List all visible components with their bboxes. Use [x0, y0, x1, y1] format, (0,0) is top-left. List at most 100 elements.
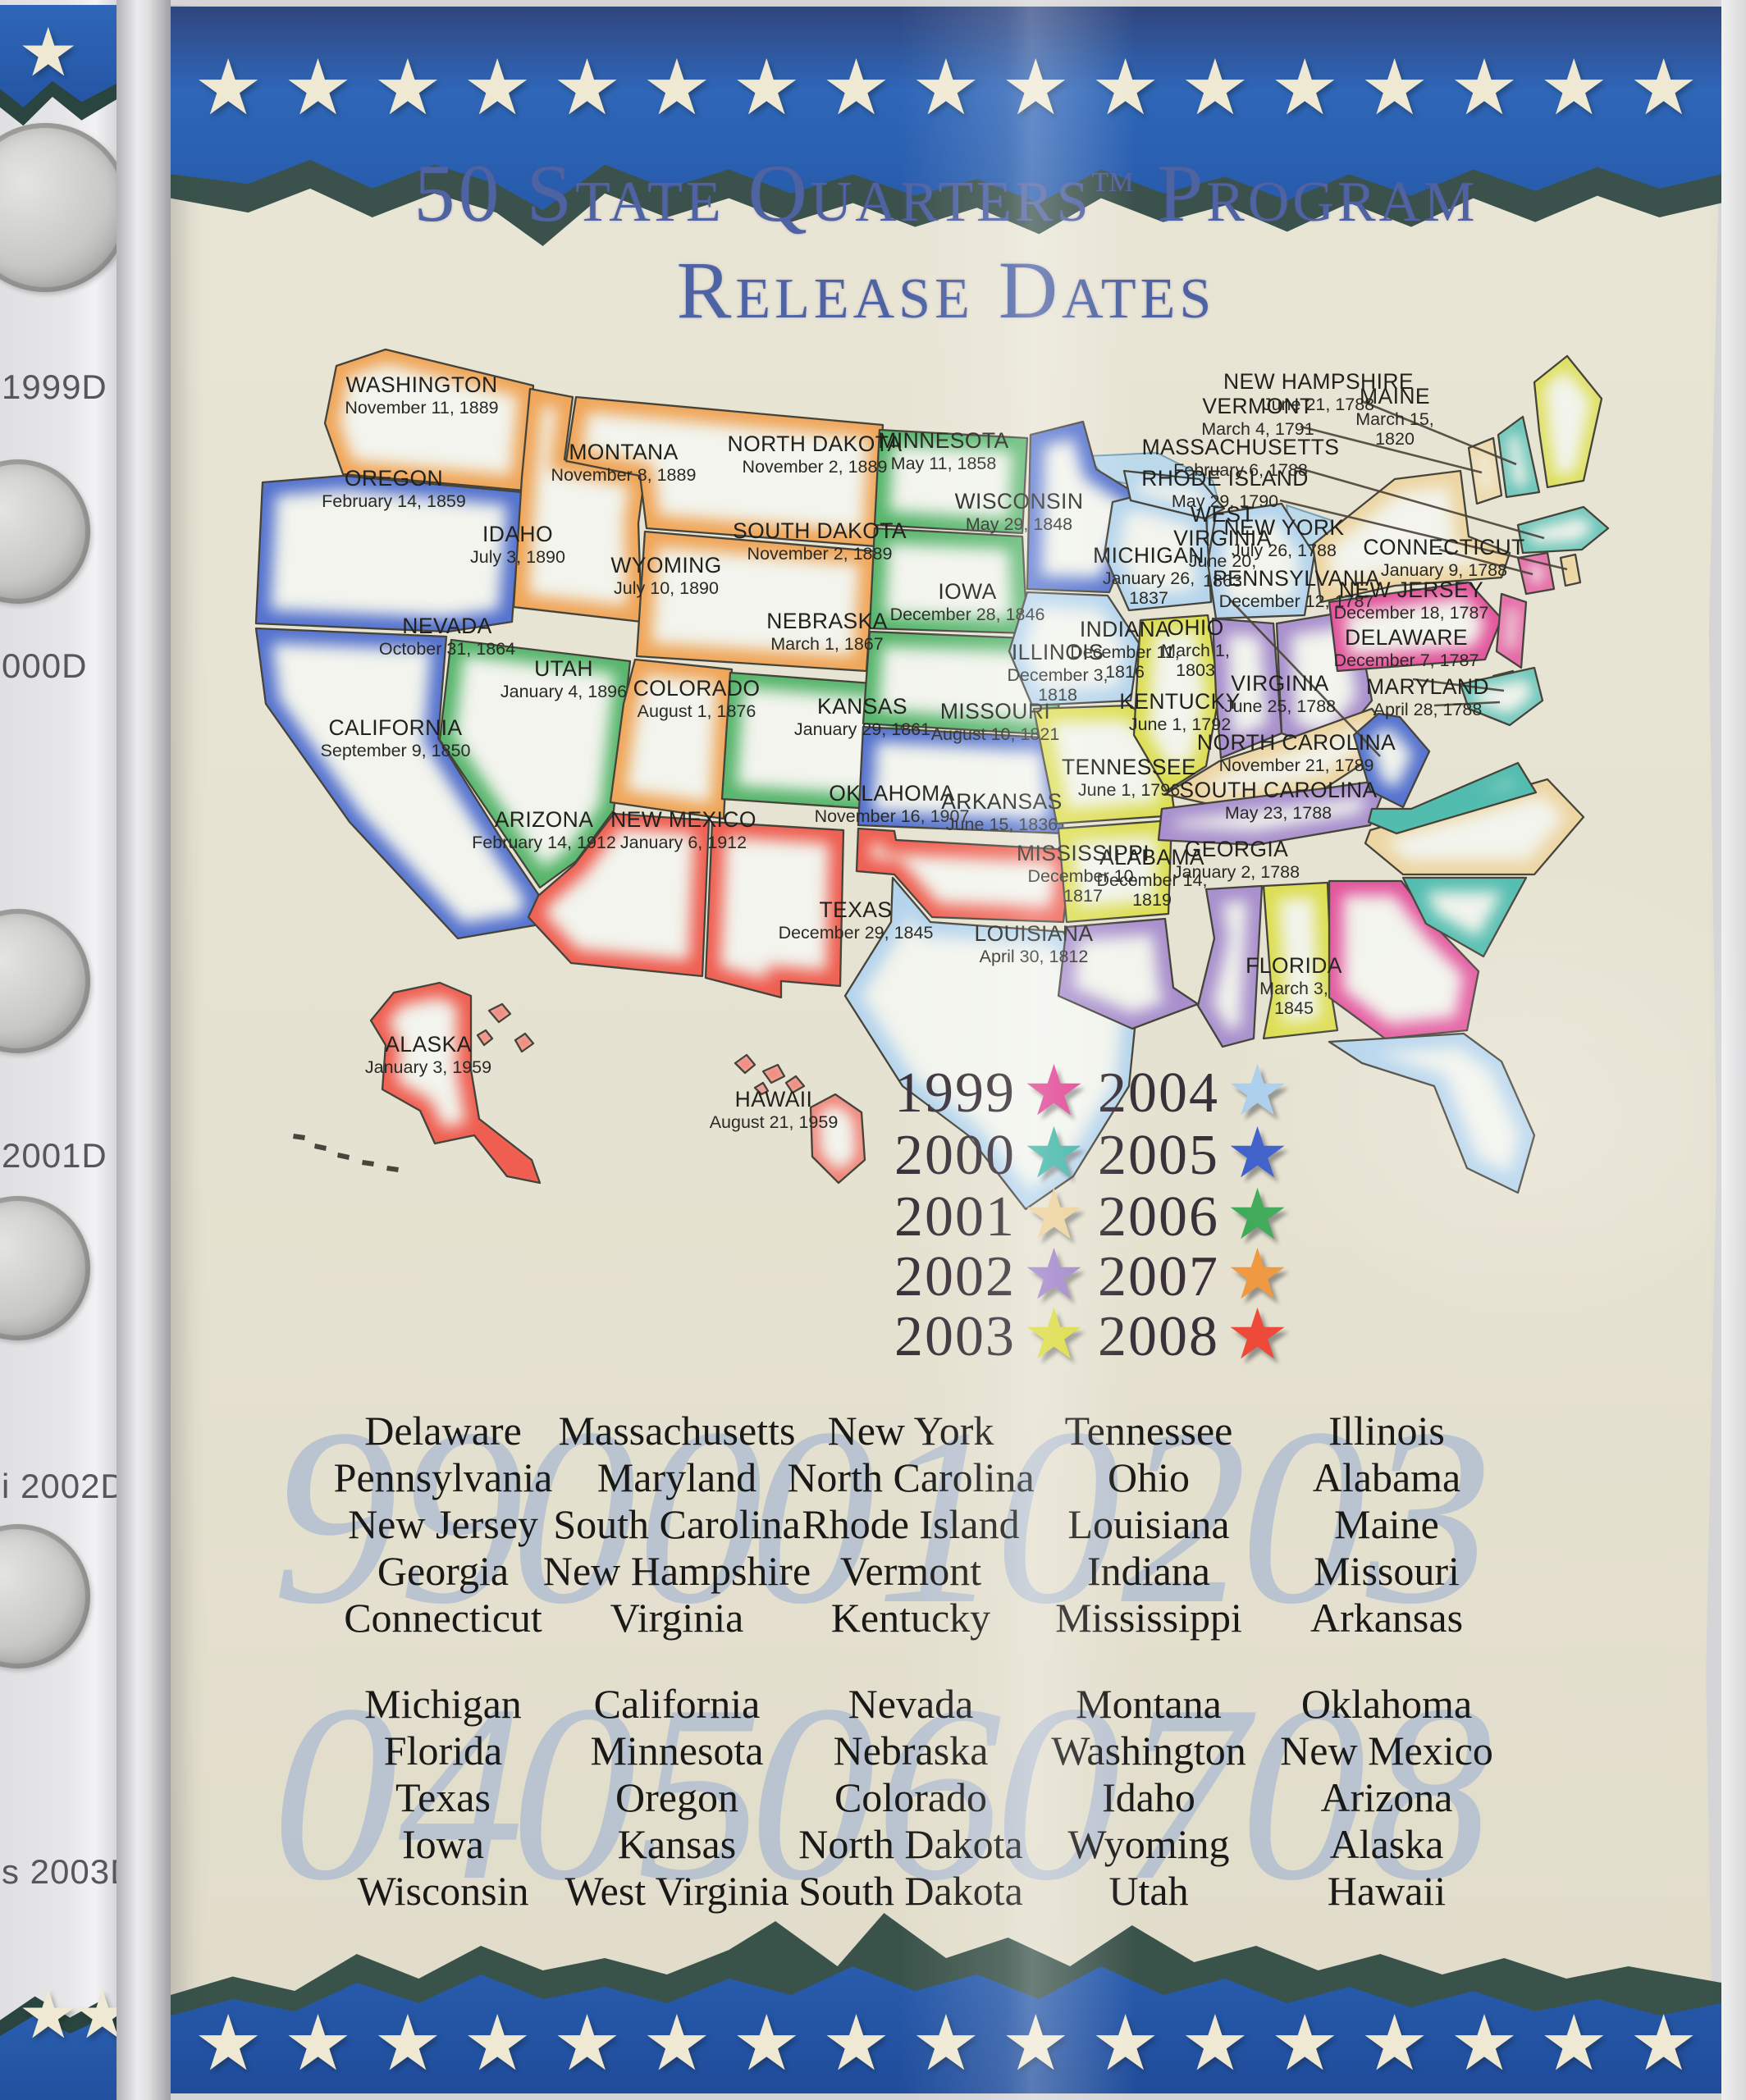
massachusetts-leader-line — [1296, 466, 1545, 540]
band-star-icon: ★ — [552, 2000, 622, 2086]
ghost-year-numeral-03: 03 — [1240, 1376, 1492, 1656]
state-label-mississippi: MISSISSIPPI December 10, 1817 — [1017, 841, 1150, 906]
state-list-item: Maine — [1334, 1501, 1439, 1547]
state-label-wisconsin: WISCONSIN May 29, 1848 — [955, 489, 1084, 534]
state-shape-florida — [1328, 1032, 1536, 1194]
band-star-icon: ★ — [911, 44, 981, 130]
state-shape-south-carolina — [1401, 876, 1528, 958]
state-shape-tennessee — [1157, 778, 1390, 847]
band-star-icon: ★ — [642, 44, 711, 130]
state-shape-arkansas — [1057, 819, 1173, 924]
state-label-nebraska: NEBRASKA March 1, 1867 — [766, 609, 888, 654]
state-list-item: Hawaii — [1327, 1868, 1447, 1914]
us-state-quarters-release-map: WASHINGTON November 11, 1889 OREGON Februar… — [254, 348, 1610, 1211]
state-label-arizona: ARIZONA February 14, 1912 — [472, 807, 616, 852]
quarter-coin — [0, 909, 90, 1053]
legend-year-2001: 2001 — [894, 1185, 1016, 1249]
year-state-list-1-0: Michigan Florida Texas Iowa Wisconsin — [267, 1681, 619, 1915]
state-label-delaware: DELAWARE December 7, 1787 — [1334, 625, 1479, 670]
year-state-list-1-2: Nevada Nebraska Colorado North Dakota South … — [734, 1681, 1087, 1915]
quarter-coin — [0, 1196, 90, 1340]
page-title-line2: Release Dates — [676, 244, 1216, 336]
state-label-maryland: MARYLAND April 28, 1788 — [1366, 674, 1489, 719]
year-state-list-1-4: Oklahoma New Mexico Arizona Alaska Hawaii — [1210, 1681, 1563, 1915]
year-state-list-0-0: Delaware Pennsylvania New Jersey Georgia Con… — [267, 1408, 619, 1641]
state-list-item: Tennessee — [1064, 1408, 1233, 1454]
band-star-icon: ★ — [1090, 2000, 1160, 2086]
state-shape-alaska — [369, 981, 542, 1185]
left-page-bottom-star-band: ★ ★ — [0, 1967, 133, 2100]
state-shape-mississippi — [1196, 884, 1264, 1048]
legend-star-icon-2002: ★ — [1022, 1235, 1086, 1314]
state-list-item: Illinois — [1328, 1408, 1445, 1454]
state-label-north-dakota: NORTH DAKOTA November 2, 1889 — [728, 431, 903, 477]
band-star-icon: ★ — [1449, 2000, 1520, 2086]
coin-slot-label: 000D — [2, 646, 88, 685]
year-state-list-0-4: Illinois Alabama Maine Missouri Arkansas — [1210, 1408, 1563, 1641]
band-star-icon: ★ — [373, 44, 442, 130]
state-label-new-york: NEW YORK July 26, 1788 — [1223, 515, 1344, 560]
legend-year-2006: 2006 — [1098, 1185, 1219, 1249]
state-list-item: Kentucky — [830, 1595, 991, 1641]
page-title-line1: 50 State QuartersTM Program — [171, 146, 1721, 240]
band-star-icon: ★ — [1360, 2000, 1429, 2086]
vermont-leader-line — [1300, 425, 1483, 474]
legend-year-2004: 2004 — [1098, 1061, 1219, 1125]
state-label-rhode-island: RHODE ISLAND May 29, 1790 — [1141, 466, 1309, 511]
state-shape-alaska-island-3 — [476, 1029, 494, 1047]
state-list-item: Idaho — [1102, 1774, 1195, 1820]
legend-star-icon-2001: ★ — [1022, 1176, 1086, 1254]
band-star-icon: ★ — [463, 2000, 532, 2086]
state-label-florida: FLORIDA March 3, 1845 — [1246, 953, 1342, 1018]
band-star-icon: ★ — [194, 2000, 263, 2086]
band-star-icon: ★ — [1360, 44, 1429, 130]
state-list-item: West Virginia — [564, 1868, 789, 1914]
state-list-item: Washington — [1051, 1728, 1246, 1774]
state-label-idaho: IDAHO July 3, 1890 — [470, 522, 565, 567]
year-state-list-0-3: Tennessee Ohio Louisiana Indiana Mississippi — [972, 1408, 1325, 1641]
state-label-ohio: OHIO March 1, 1803 — [1161, 615, 1230, 680]
state-list-item: Ohio — [1108, 1454, 1190, 1500]
coin-slot-label: 2001D — [2, 1136, 107, 1175]
trademark-symbol: TM — [1091, 167, 1134, 198]
legend-star-icon-2003: ★ — [1022, 1295, 1086, 1374]
band-star-icon: ★ — [642, 2000, 711, 2086]
band-star-icon: ★ — [194, 44, 263, 130]
state-list-item: Oregon — [615, 1774, 738, 1820]
band-star-icon: ★ — [1270, 44, 1340, 130]
top-star-band: ★ ★ ★ ★ ★ ★ ★ ★ ★ ★ ★ ★ ★ ★ ★ ★ ★ — [171, 7, 1721, 246]
coin-slot-label: 1999D — [2, 368, 107, 406]
state-label-kansas: KANSAS January 29, 1861 — [794, 694, 930, 739]
state-shape-new-mexico — [704, 820, 845, 999]
new-hampshire-leader-line — [1363, 400, 1517, 466]
legend-year-2000: 2000 — [894, 1124, 1016, 1187]
state-label-colorado: COLORADO August 1, 1876 — [633, 676, 761, 721]
legend-star-icon-2007: ★ — [1226, 1235, 1290, 1314]
state-label-kentucky: KENTUCKY June 1, 1792 — [1119, 689, 1241, 734]
band-star-icon: ★ — [283, 2000, 353, 2086]
state-list-item: Colorado — [834, 1774, 988, 1820]
maryland-leader-line — [1433, 701, 1501, 707]
state-label-alabama: ALABAMA December 14, 1819 — [1096, 845, 1207, 910]
state-label-missouri: MISSOURI August 10, 1821 — [931, 699, 1060, 744]
state-shape-new-york — [1311, 469, 1511, 604]
state-label-south-carolina: SOUTH CAROLINA May 23, 1788 — [1179, 778, 1377, 823]
state-label-hawaii: HAWAII August 21, 1959 — [710, 1087, 839, 1132]
state-list-item: Missouri — [1314, 1548, 1460, 1594]
state-shape-montana — [564, 395, 884, 548]
legend-year-2005: 2005 — [1098, 1124, 1219, 1187]
band-star-icon: ★ — [821, 2000, 891, 2086]
star-row: ★ ★ ★ ★ ★ ★ ★ ★ ★ ★ ★ ★ ★ ★ ★ ★ ★ — [194, 2005, 1698, 2082]
state-list-item: Massachusetts — [558, 1408, 796, 1454]
title-text: 50 State Quarters — [414, 148, 1092, 239]
state-list-item: Pennsylvania — [333, 1454, 553, 1500]
state-shape-hawaii-island-2 — [761, 1063, 786, 1084]
year-state-list-0-2: New York North Carolina Rhode Island Vermon… — [734, 1408, 1087, 1641]
state-label-north-carolina: NORTH CAROLINA November 21, 1789 — [1197, 730, 1396, 775]
coin-slot-label: i 2002D — [2, 1467, 126, 1505]
state-list-item: South Dakota — [798, 1868, 1023, 1914]
state-label-virginia: VIRGINIA June 25, 1788 — [1224, 671, 1336, 716]
state-label-arkansas: ARKANSAS June 15, 1836 — [941, 789, 1063, 834]
state-list-item: Montana — [1076, 1681, 1222, 1727]
state-label-maine: MAINE March 15, 1820 — [1355, 384, 1434, 449]
